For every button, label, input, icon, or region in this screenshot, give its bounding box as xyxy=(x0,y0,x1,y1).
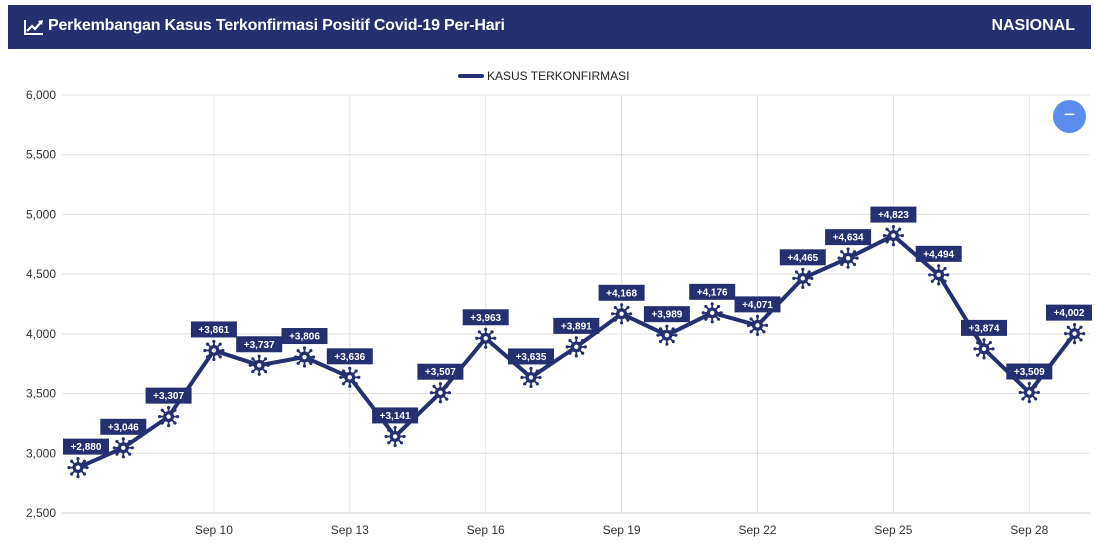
data-label-box xyxy=(281,328,328,345)
virus-marker-icon xyxy=(1064,323,1086,345)
x-tick-label: Sep 19 xyxy=(603,523,641,537)
data-label: +4,176 xyxy=(697,287,728,298)
page-title: Perkembangan Kasus Terkonfirmasi Positif… xyxy=(48,17,505,34)
virus-marker-icon xyxy=(656,324,678,346)
data-label-box xyxy=(643,306,690,323)
virus-marker-icon xyxy=(565,336,587,358)
data-label: +3,507 xyxy=(425,367,456,378)
virus-marker-icon xyxy=(792,267,814,289)
data-label-box xyxy=(100,418,147,435)
y-tick-label: 3,500 xyxy=(26,387,56,401)
y-tick-label: 5,500 xyxy=(26,148,56,162)
x-tick-label: Sep 25 xyxy=(874,523,912,537)
virus-marker-icon xyxy=(203,339,225,362)
virus-marker-icon xyxy=(611,303,633,325)
data-label: +4,823 xyxy=(878,210,909,221)
line-chart-icon xyxy=(24,20,43,35)
virus-marker-icon xyxy=(339,366,361,388)
region-label: NASIONAL xyxy=(991,17,1075,34)
data-label-box xyxy=(326,348,373,365)
virus-marker-icon xyxy=(384,425,406,448)
data-label: +3,141 xyxy=(380,411,411,422)
x-tick-label: Sep 28 xyxy=(1010,523,1048,537)
data-label: +4,494 xyxy=(923,249,954,260)
virus-marker-icon xyxy=(67,457,89,479)
data-label: +3,963 xyxy=(470,313,501,324)
data-label-box xyxy=(417,363,464,380)
data-label-box xyxy=(779,249,826,266)
virus-marker-icon xyxy=(746,314,769,336)
data-label-box xyxy=(508,348,554,365)
data-label: +4,168 xyxy=(606,288,637,299)
y-tick-label: 4,000 xyxy=(26,327,56,341)
virus-marker-icon xyxy=(973,338,995,360)
virus-marker-icon xyxy=(158,406,180,428)
data-label: +3,806 xyxy=(289,332,320,343)
legend-label: KASUS TERKONFIRMASI xyxy=(487,69,629,83)
zoom-out-button[interactable]: − xyxy=(1053,100,1086,133)
data-label-box xyxy=(372,407,419,424)
virus-marker-icon xyxy=(837,247,859,269)
data-label: +4,634 xyxy=(833,233,864,244)
x-tick-label: Sep 16 xyxy=(467,523,505,537)
data-label-box xyxy=(462,309,509,326)
virus-marker-icon xyxy=(520,366,542,389)
virus-marker-icon xyxy=(293,346,316,368)
data-label-box xyxy=(1006,363,1053,380)
y-tick-label: 2,500 xyxy=(26,506,56,520)
virus-marker-icon xyxy=(882,224,905,247)
data-label-box xyxy=(961,319,1007,336)
x-tick-label: Sep 22 xyxy=(738,523,776,537)
y-tick-label: 3,000 xyxy=(26,446,56,460)
chart-header: Perkembangan Kasus Terkonfirmasi Positif… xyxy=(8,5,1091,49)
data-label: +3,046 xyxy=(108,422,139,433)
virus-marker-icon xyxy=(701,302,723,324)
x-tick-label: Sep 13 xyxy=(331,523,369,537)
data-label-box xyxy=(870,206,917,223)
data-label: +3,635 xyxy=(516,352,547,363)
data-label: +4,002 xyxy=(1054,308,1085,319)
data-label: +3,509 xyxy=(1014,367,1045,378)
data-label-box xyxy=(553,317,600,334)
data-label-box xyxy=(63,438,109,455)
data-label: +4,465 xyxy=(787,253,818,264)
data-label: +3,861 xyxy=(198,325,229,336)
data-label: +3,989 xyxy=(651,310,682,321)
data-label: +3,891 xyxy=(561,321,592,332)
data-label: +3,737 xyxy=(244,340,275,351)
y-tick-label: 6,000 xyxy=(26,88,56,102)
data-label: +3,307 xyxy=(153,391,184,402)
data-label-box xyxy=(915,245,962,262)
data-label-box xyxy=(190,321,237,338)
virus-marker-icon xyxy=(112,437,134,459)
data-label-box xyxy=(236,336,283,353)
data-label-box xyxy=(734,296,781,313)
virus-marker-icon xyxy=(248,354,270,376)
data-label-box xyxy=(825,229,872,246)
x-tick-label: Sep 10 xyxy=(195,523,233,537)
data-label: +4,071 xyxy=(742,300,773,311)
data-label-box xyxy=(689,283,736,300)
virus-marker-icon xyxy=(429,382,451,404)
data-label-box xyxy=(1046,304,1092,321)
data-label-box xyxy=(598,284,645,301)
data-label: +2,880 xyxy=(71,442,102,453)
virus-marker-icon xyxy=(928,264,950,286)
y-tick-label: 5,000 xyxy=(26,207,56,221)
data-label-box xyxy=(145,387,192,404)
y-tick-label: 4,500 xyxy=(26,267,56,281)
virus-marker-icon xyxy=(475,327,497,349)
data-label: +3,874 xyxy=(969,323,1000,334)
virus-marker-icon xyxy=(1018,381,1040,404)
data-label: +3,636 xyxy=(334,352,365,363)
